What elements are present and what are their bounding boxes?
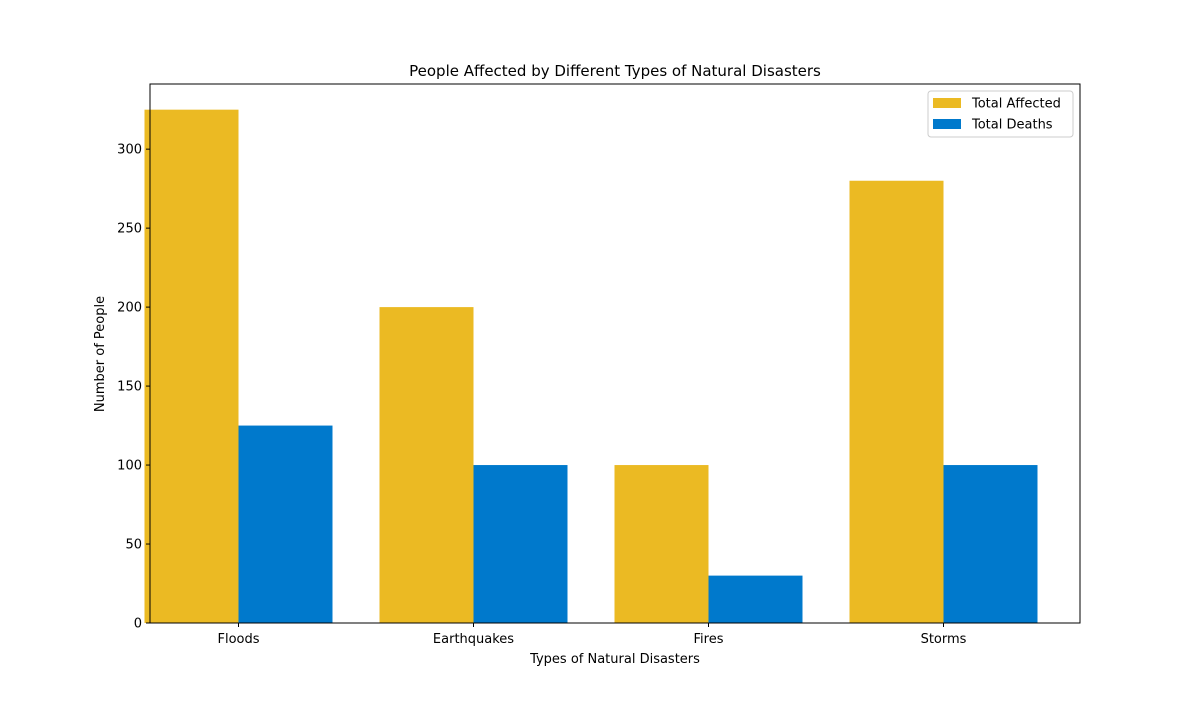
bar-total-deaths-fires xyxy=(708,575,803,623)
bars-layer xyxy=(144,109,1038,623)
y-tick-label: 0 xyxy=(134,617,142,632)
x-tick-label: Storms xyxy=(921,632,967,647)
legend: Total Affected Total Deaths xyxy=(927,90,1074,138)
bar-total-affected-earthquakes xyxy=(379,307,474,623)
bar-total-affected-floods xyxy=(144,109,239,623)
x-axis-label: Types of Natural Disasters xyxy=(529,652,700,667)
x-tick-label: Floods xyxy=(217,632,259,647)
x-tick-label: Earthquakes xyxy=(433,632,514,647)
y-tick-label: 300 xyxy=(117,143,142,158)
y-tick-label: 200 xyxy=(117,301,142,316)
plot-frame xyxy=(149,83,1081,624)
y-tick-label: 50 xyxy=(125,538,142,553)
legend-frame xyxy=(927,90,1074,138)
y-tick-label: 150 xyxy=(117,380,142,395)
x-axis: Floods Earthquakes Fires Storms xyxy=(217,623,967,647)
legend-swatch xyxy=(933,119,961,129)
bar-total-affected-fires xyxy=(614,465,709,623)
legend-label: Total Deaths xyxy=(971,118,1053,133)
x-tick-label: Fires xyxy=(694,632,724,647)
y-axis-label: Number of People xyxy=(93,296,108,412)
y-tick-label: 250 xyxy=(117,222,142,237)
legend-label: Total Affected xyxy=(971,97,1061,112)
y-axis: 0 50 100 150 200 250 300 xyxy=(117,143,150,632)
bar-total-affected-storms xyxy=(849,180,944,623)
bar-total-deaths-earthquakes xyxy=(473,465,568,623)
bar-total-deaths-storms xyxy=(943,465,1038,623)
y-tick-label: 100 xyxy=(117,459,142,474)
legend-swatch xyxy=(933,98,961,108)
bar-total-deaths-floods xyxy=(238,425,333,623)
chart-title: People Affected by Different Types of Na… xyxy=(409,62,821,80)
